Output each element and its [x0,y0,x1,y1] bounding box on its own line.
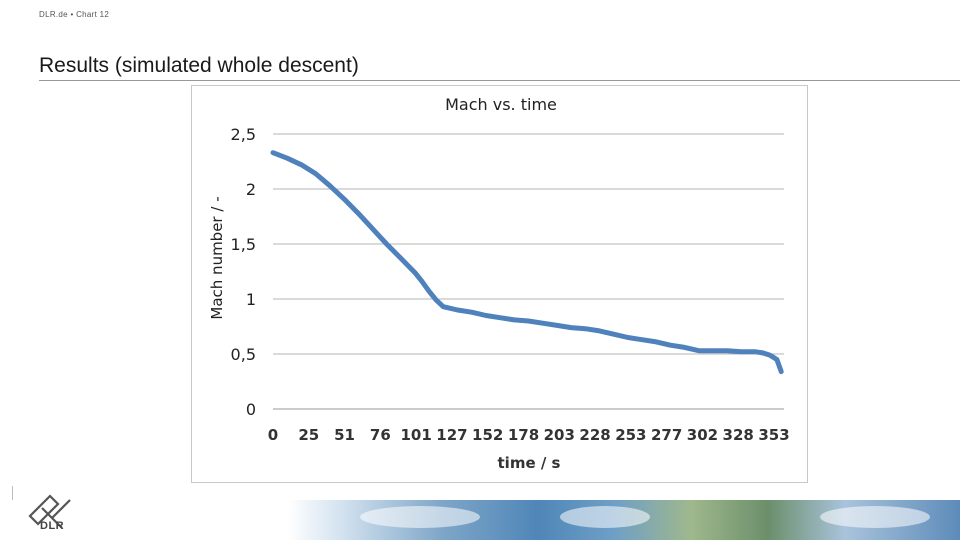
x-tick-label: 353 [758,426,789,444]
y-tick-label: 1 [246,290,256,309]
title-divider [39,80,960,81]
footer-cloud [360,506,480,528]
x-tick-label: 51 [334,426,355,444]
mach-vs-time-chart: 0 0,5 1 1,5 2 2,5 0 25 51 76 101 127 152 178 203 228 25… [208,95,790,472]
page-title: Results (simulated whole descent) [39,54,359,77]
x-tick-label: 328 [723,426,754,444]
footer-cloud [820,506,930,528]
y-tick-label: 0,5 [231,345,256,364]
x-tick-label: 178 [508,426,539,444]
y-tick-label: 2 [246,180,256,199]
dlr-logo-text: DLR [40,520,65,532]
x-tick-label: 25 [298,426,319,444]
breadcrumb: DLR.de • Chart 12 [39,10,110,19]
footer-cloud [560,506,650,528]
series-line-mach [270,150,784,375]
x-tick-label: 302 [687,426,718,444]
y-axis-label: Mach number / - [208,196,226,319]
y-tick-label: 1,5 [231,235,256,254]
y-tick-label: 2,5 [231,125,256,144]
chart-title: Mach vs. time [445,95,557,114]
footer-earth-banner [0,500,960,540]
chart-frame: 0 0,5 1 1,5 2 2,5 0 25 51 76 101 127 152 178 203 228 25… [191,85,808,483]
x-tick-label: 0 [268,426,278,444]
x-tick-label: 277 [651,426,682,444]
y-tick-label: 0 [246,400,256,419]
x-tick-label: 76 [370,426,391,444]
x-axis-label: time / s [498,454,561,472]
x-tick-label: 228 [579,426,610,444]
x-tick-label: 253 [615,426,646,444]
x-tick-label: 127 [436,426,467,444]
x-tick-label: 203 [544,426,575,444]
dlr-cross-icon [28,494,71,529]
x-tick-label: 152 [472,426,503,444]
x-tick-label: 101 [400,426,431,444]
